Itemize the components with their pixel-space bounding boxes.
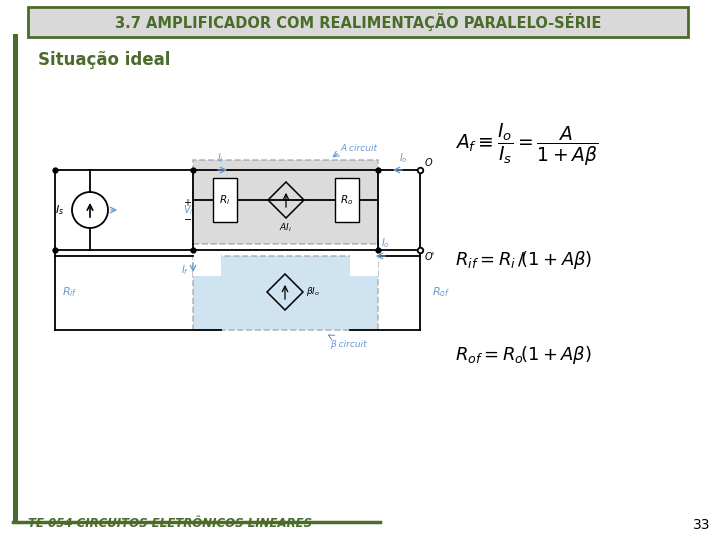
Text: $R_{if}$: $R_{if}$ <box>62 285 78 299</box>
Text: O: O <box>425 158 433 168</box>
Text: $R_{of}$: $R_{of}$ <box>432 285 450 299</box>
Text: Situação ideal: Situação ideal <box>38 51 171 69</box>
Text: $V_i$: $V_i$ <box>183 203 193 217</box>
Text: $-$: $-$ <box>184 213 192 223</box>
Text: $I_i$: $I_i$ <box>217 151 223 165</box>
Text: $AI_i$: $AI_i$ <box>279 221 292 233</box>
Text: $\beta I_o$: $\beta I_o$ <box>306 286 320 299</box>
Bar <box>193 160 378 244</box>
Text: β circuit: β circuit <box>330 340 366 349</box>
Text: O': O' <box>425 252 436 262</box>
Bar <box>28 7 688 37</box>
Text: $R_{if} = R_i\,/\!\left(1 + A\beta\right)$: $R_{if} = R_i\,/\!\left(1 + A\beta\right… <box>455 249 593 271</box>
Bar <box>13 34 18 522</box>
Text: $I_o$: $I_o$ <box>381 236 390 250</box>
Text: 33: 33 <box>693 518 710 532</box>
Bar <box>350 254 378 276</box>
Bar <box>193 254 221 276</box>
Text: $I_f$: $I_f$ <box>181 263 189 277</box>
Text: $I_s$: $I_s$ <box>55 203 64 217</box>
Text: A circuit: A circuit <box>340 144 377 153</box>
Text: $R_i$: $R_i$ <box>220 193 230 207</box>
Text: $A_f \equiv \dfrac{I_o}{I_s} = \dfrac{A}{1 + A\beta}$: $A_f \equiv \dfrac{I_o}{I_s} = \dfrac{A}… <box>455 122 598 168</box>
Bar <box>193 256 378 330</box>
Bar <box>213 178 237 222</box>
Text: $R_{of} = R_o\!\left(1 + A\beta\right)$: $R_{of} = R_o\!\left(1 + A\beta\right)$ <box>455 344 592 366</box>
Text: $+$: $+$ <box>184 197 192 207</box>
Text: 3.7 AMPLIFICADOR COM REALIMENTAÇÃO PARALELO-SÉRIE: 3.7 AMPLIFICADOR COM REALIMENTAÇÃO PARAL… <box>114 13 601 31</box>
Text: TE 054 CIRCUITOS ELETRÔNICOS LINEARES: TE 054 CIRCUITOS ELETRÔNICOS LINEARES <box>28 517 312 530</box>
Text: $I_o$: $I_o$ <box>399 151 408 165</box>
Bar <box>335 178 359 222</box>
Text: $R_o$: $R_o$ <box>341 193 354 207</box>
